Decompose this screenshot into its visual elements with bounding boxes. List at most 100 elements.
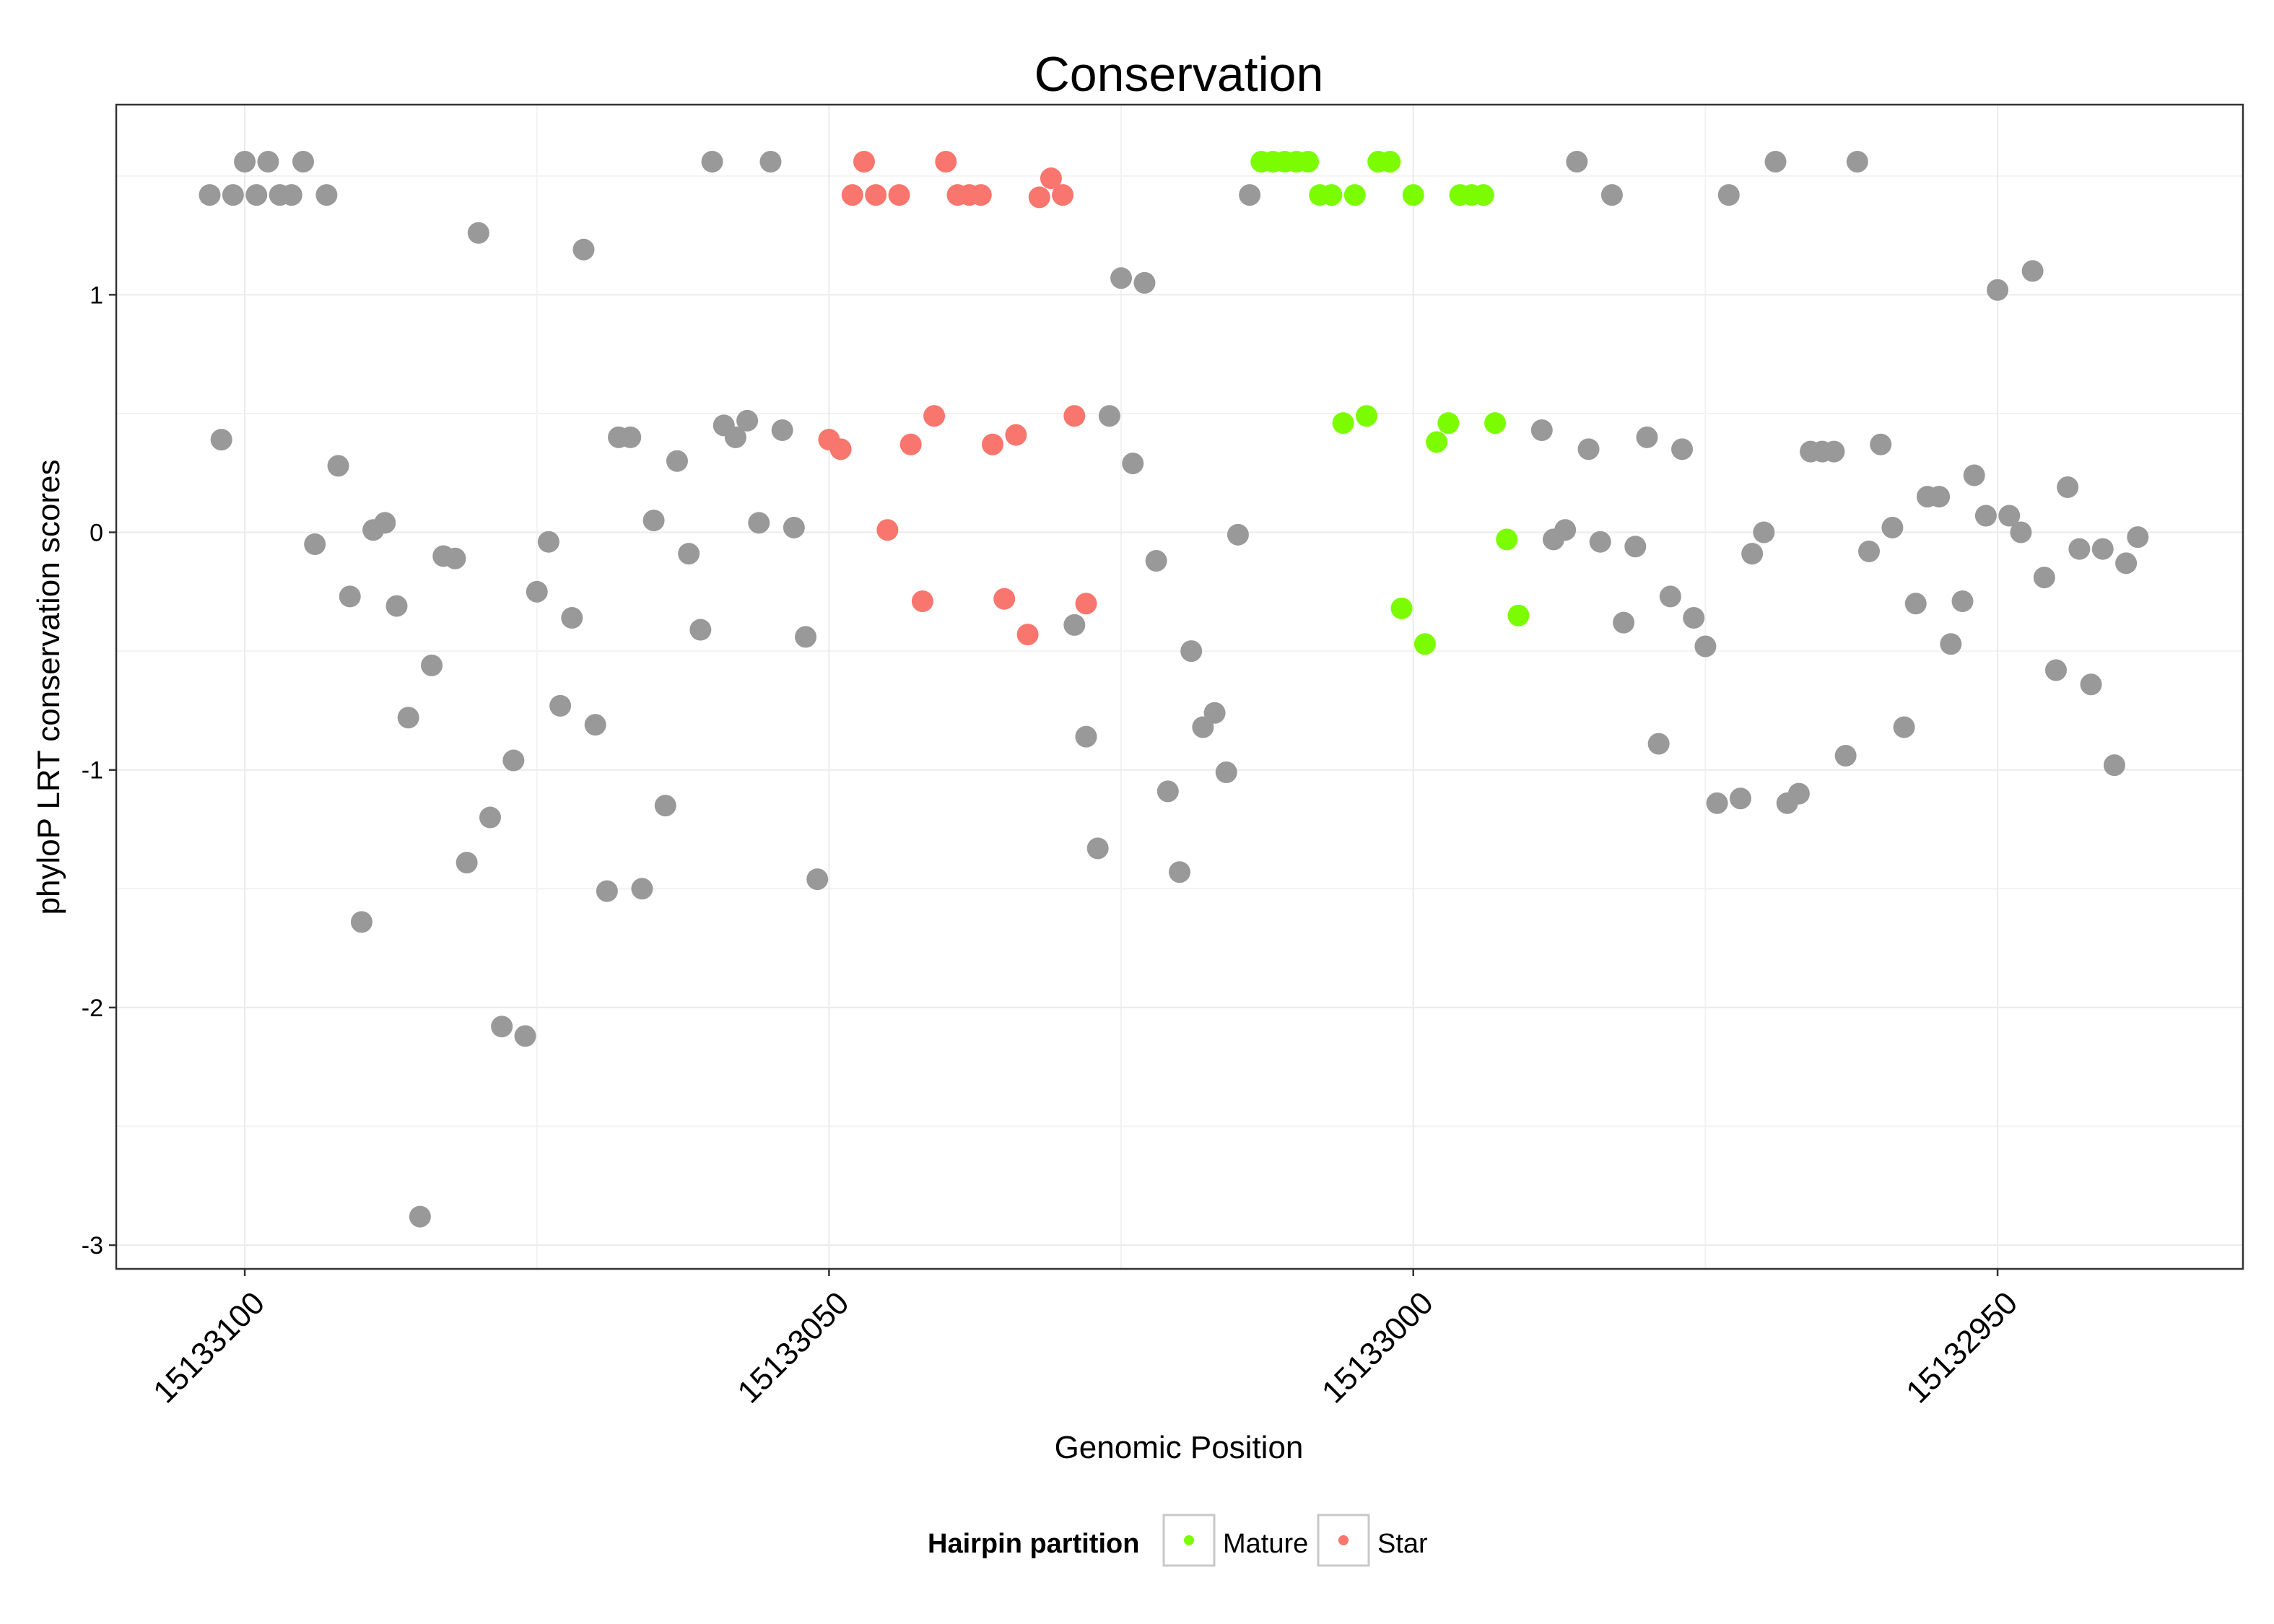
point-star [1052,184,1074,206]
point-other [1706,792,1728,814]
point-other [1122,453,1144,475]
point-other [654,795,676,817]
point-other [1858,540,1881,562]
point-other [1566,151,1588,173]
point-other [280,184,302,206]
y-axis: -3 -2 -1 0 1 [82,281,116,1260]
legend-dot-star [1338,1535,1349,1545]
point-other [502,749,525,772]
point-other [210,429,232,451]
point-star [865,184,887,206]
point-mature [1332,412,1354,435]
point-other [549,694,572,717]
point-star [1016,624,1039,646]
point-star [829,438,852,460]
point-star [1075,593,1097,615]
point-other [2068,538,2091,560]
point-other [397,707,419,729]
point-other [701,151,723,173]
point-other [1834,744,1857,767]
point-other [304,533,326,555]
point-other [526,580,548,603]
point-other [1180,640,1203,663]
point-star [1040,167,1062,190]
point-other [1940,633,1962,655]
point-other [2057,476,2079,498]
point-other [1694,635,1717,658]
y-tick-label: 1 [90,281,103,309]
point-other [479,806,501,829]
chart-title: Conservation [1034,47,1324,102]
point-star [923,405,946,427]
point-other [1613,611,1635,634]
series-mature [1250,151,1530,655]
point-other [619,426,642,448]
point-other [1636,426,1658,448]
point-other [748,512,770,534]
point-other [409,1205,431,1228]
point-other [1787,782,1810,805]
point-other [1530,419,1553,441]
point-other [1086,837,1109,860]
point-other [1987,279,2009,301]
y-tick-label: -2 [82,995,103,1022]
y-axis-title: phyloP LRT conservation scores [31,459,66,914]
point-other [1729,787,1751,810]
point-other [491,1016,513,1038]
point-other [584,714,606,736]
point-other [222,184,244,206]
point-other [1647,733,1670,755]
point-other [456,852,478,874]
point-other [1951,590,1974,612]
point-other [1075,725,1097,748]
point-star [935,151,957,173]
point-other [2033,567,2055,589]
point-other [514,1025,536,1047]
point-other [339,585,361,608]
point-other [1133,271,1156,294]
point-other [234,151,256,173]
point-other [783,516,805,538]
point-other [1554,519,1577,541]
point-other [1823,440,1845,463]
point-other [1881,516,1904,538]
point-other [2010,521,2032,543]
point-other [374,512,396,534]
point-other [678,543,700,565]
point-other [1624,536,1647,558]
point-other [467,222,489,244]
point-other [572,238,595,261]
point-star [1063,405,1086,427]
point-other [537,531,559,553]
point-other [1671,438,1694,460]
point-other [1156,780,1179,803]
point-other [666,450,688,472]
point-other [1600,184,1623,206]
point-star [982,433,1004,455]
point-other [315,184,338,206]
point-mature [1390,597,1413,619]
point-other [1215,761,1237,784]
point-mature [1320,184,1343,206]
point-other [561,607,583,629]
point-mature [1496,528,1518,551]
point-other [689,619,712,641]
point-other [257,151,279,173]
point-other [1683,607,1705,629]
point-other [245,184,268,206]
point-mature [1343,184,1366,206]
point-other [759,151,782,173]
point-other [1577,438,1600,460]
point-other [327,455,349,477]
point-star [993,588,1016,610]
legend-dot-mature [1184,1535,1194,1545]
point-other [2127,526,2149,549]
point-other [199,184,221,206]
point-other [806,868,829,891]
x-axis-title: Genomic Position [1055,1430,1304,1465]
legend: Hairpin partition Mature Star [928,1514,1428,1567]
point-other [1846,151,1868,173]
point-other [1063,614,1086,636]
point-star [876,519,899,541]
